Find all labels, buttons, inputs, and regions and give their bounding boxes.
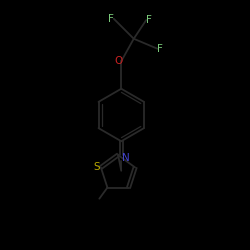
- Text: N: N: [122, 153, 130, 163]
- Text: F: F: [108, 14, 114, 24]
- Text: F: F: [146, 15, 152, 25]
- Text: O: O: [114, 56, 122, 66]
- Text: F: F: [157, 44, 163, 54]
- Text: S: S: [94, 162, 100, 172]
